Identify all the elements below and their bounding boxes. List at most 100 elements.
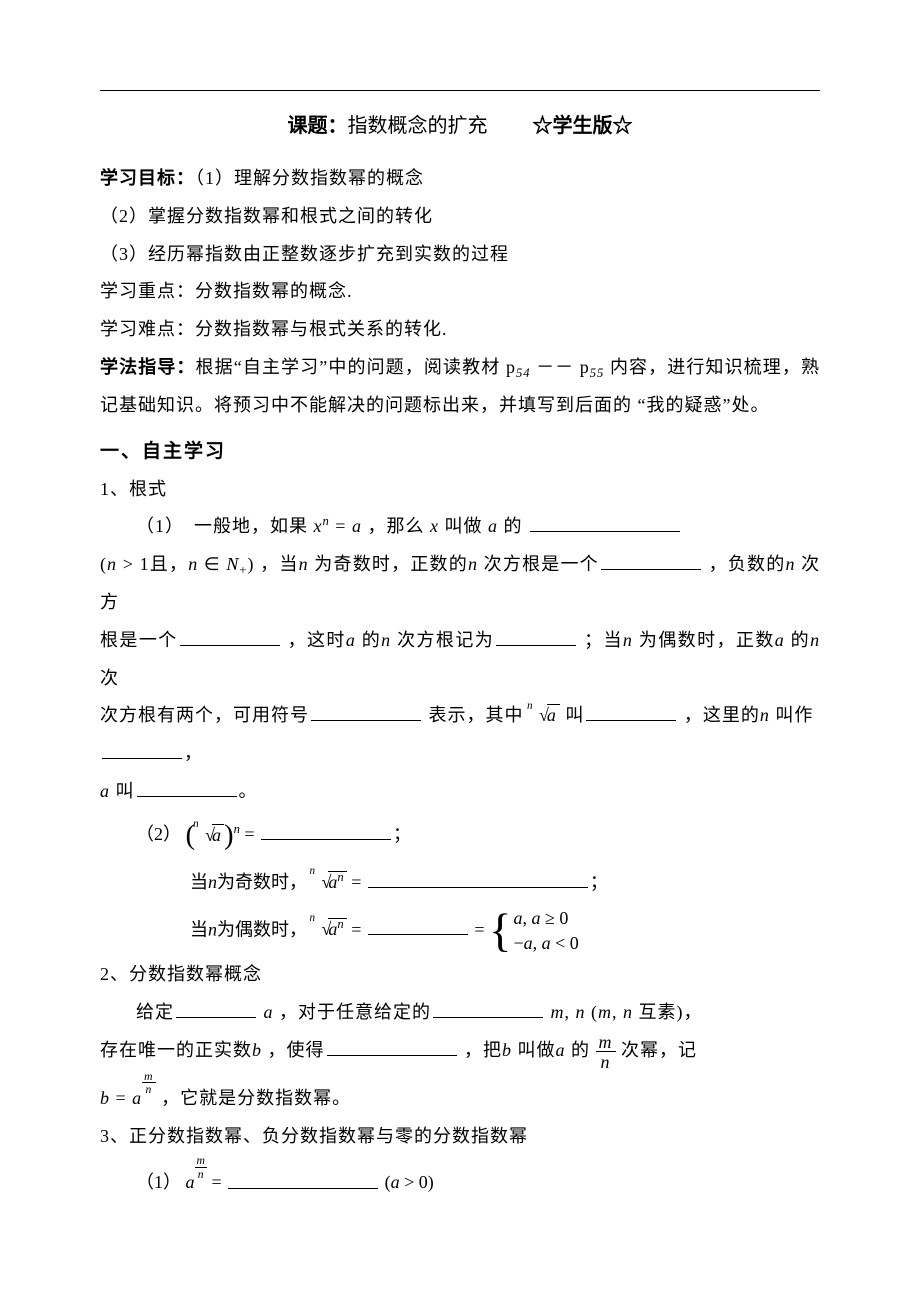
- item1-p1: （1） 一般地，如果 xn = a ，那么 x 叫做 a 的: [100, 508, 820, 546]
- item2-title: 分数指数幂概念: [129, 964, 262, 984]
- title-label: 课题：: [288, 115, 348, 137]
- i2p2b: ，使得: [268, 1040, 325, 1060]
- item2-p1: 给定 a ，对于任意给定的 m, n (m, n 互素)，: [100, 994, 820, 1032]
- i2p2e: 的: [571, 1040, 590, 1060]
- eq-even2: =: [474, 919, 489, 939]
- blank-6[interactable]: [586, 702, 676, 721]
- item3-title: 正分数指数幂、负分数指数幂与零的分数指数幂: [129, 1126, 528, 1146]
- cond-nN: n ∈ N+: [188, 554, 247, 574]
- var-a5: a: [264, 1002, 274, 1022]
- var-n3: n: [785, 554, 795, 574]
- odd_pre: 当: [190, 872, 208, 892]
- var-n8: n: [208, 872, 217, 892]
- blank-7[interactable]: [102, 740, 182, 759]
- nth-root-a-n-even: n√an: [312, 906, 347, 953]
- even_pre: 当: [190, 919, 208, 939]
- i2p2a: 存在唯一的正实数: [100, 1040, 252, 1060]
- mn-coprime: m, n (m, n: [551, 1002, 639, 1022]
- section1-heading: 一、自主学习: [100, 433, 820, 471]
- page: 课题：指数概念的扩充 ☆学生版☆ 学习目标：（1）理解分数指数幂的概念 （2）掌…: [0, 0, 920, 1302]
- item2-p2: 存在唯一的正实数b ，使得 ，把b 叫做a 的 mn 次幂，记: [100, 1032, 820, 1071]
- blank-1[interactable]: [530, 513, 680, 532]
- eq-even: =: [351, 919, 366, 939]
- blank-8[interactable]: [137, 778, 237, 797]
- eq2pre: （2）: [136, 824, 181, 844]
- method-part1: 根据“自主学习”中的问题，阅读教材: [196, 357, 501, 377]
- item1-num: 1、: [100, 479, 129, 499]
- difficulty-text: 分数指数幂与根式关系的转化.: [195, 319, 448, 339]
- var-b2: b: [502, 1040, 512, 1060]
- item1-p1a: （1） 一般地，如果: [136, 516, 308, 536]
- item1-p1d: 的: [503, 516, 522, 536]
- eq-xn-eq-a: xn = a: [314, 516, 362, 536]
- blank-2[interactable]: [601, 551, 701, 570]
- method-pages: p54 －－ p55: [506, 357, 604, 377]
- top-rule: [100, 90, 820, 91]
- var-n4: n: [381, 630, 391, 650]
- i2p2c: ，把: [464, 1040, 502, 1060]
- item1-even: 当n为偶数时， n√an = = { a, a ≥ 0 −a, a < 0: [100, 906, 820, 956]
- frac-m-over-n: mn: [596, 1033, 616, 1071]
- var-a2: a: [346, 630, 356, 650]
- item1-p2-line3: 次方根有两个，可用符号 表示，其中 n√a 叫 ，这里的n 叫作，: [100, 697, 820, 773]
- blank-15[interactable]: [228, 1170, 378, 1189]
- keypoint-text: 分数指数幂的概念.: [195, 281, 353, 301]
- keypoint-label: 学习重点：: [100, 281, 195, 301]
- var-a6: a: [556, 1040, 566, 1060]
- title-version: ☆学生版☆: [533, 115, 633, 137]
- root-label: 叫: [565, 705, 584, 725]
- var-a3: a: [775, 630, 785, 650]
- var-n2: n: [468, 554, 478, 574]
- difficulty: 学习难点：分数指数幂与根式关系的转化.: [100, 311, 820, 349]
- title-text: 指数概念的扩充: [348, 115, 488, 137]
- blank-9[interactable]: [261, 821, 391, 840]
- case-bot: −a, a < 0: [513, 931, 578, 956]
- title-row: 课题：指数概念的扩充 ☆学生版☆: [100, 109, 820, 138]
- p2o: ，这里的: [684, 705, 760, 725]
- blank-12[interactable]: [176, 999, 256, 1018]
- blank-3[interactable]: [180, 627, 280, 646]
- p2p: 叫作: [775, 705, 813, 725]
- p2c: 为奇数时，正数的: [314, 554, 468, 574]
- var-n6: n: [810, 630, 820, 650]
- paren-open: (: [100, 554, 107, 574]
- var-n1: n: [299, 554, 309, 574]
- i2p2d: 叫做: [518, 1040, 556, 1060]
- difficulty-label: 学习难点：: [100, 319, 195, 339]
- item3-p1: （1） amn = (a > 0): [100, 1155, 820, 1206]
- i2p3b: ，它就是分数指数幂。: [161, 1088, 351, 1108]
- paren-close: ): [247, 554, 254, 574]
- odd_mid: 为奇数时，: [217, 872, 307, 892]
- blank-11[interactable]: [368, 916, 468, 935]
- i3eq: =: [211, 1173, 226, 1193]
- var-a4: a: [100, 781, 110, 801]
- item1-head: 1、根式: [100, 471, 820, 509]
- item1-p2-line2: 根是一个 ，这时a 的n 次方根记为 ；当n 为偶数时，正数a 的n 次: [100, 622, 820, 698]
- item1-p2: (n > 1且，n ∈ N+) ，当n 为奇数时，正数的n 次方根是一个 ，负数…: [100, 546, 820, 622]
- item3-head: 3、正分数指数幂、负分数指数幂与零的分数指数幂: [100, 1118, 820, 1156]
- b-eq-a-mn: b = a: [100, 1088, 142, 1108]
- blank-4[interactable]: [496, 627, 576, 646]
- blank-5[interactable]: [311, 702, 421, 721]
- var-n5: n: [623, 630, 633, 650]
- keypoint: 学习重点：分数指数幂的概念.: [100, 273, 820, 311]
- var-n7: n: [760, 705, 770, 725]
- blank-14[interactable]: [327, 1037, 457, 1056]
- i2p1a: 给定: [136, 1002, 174, 1022]
- p2l2: 次: [100, 668, 119, 688]
- eq-odd: =: [351, 872, 366, 892]
- blank-13[interactable]: [433, 999, 543, 1018]
- var-a: a: [488, 516, 498, 536]
- p2e: ，负数的: [709, 554, 786, 574]
- i3p1a: （1）: [136, 1173, 181, 1193]
- item2-p3: b = amn ，它就是分数指数幂。: [100, 1071, 820, 1118]
- even_mid: 为偶数时，: [217, 919, 307, 939]
- p2i: 次方根记为: [397, 630, 494, 650]
- blank-10[interactable]: [368, 869, 588, 888]
- p2s: 。: [239, 781, 258, 801]
- semi1: ；: [393, 824, 411, 844]
- objective-1: （1）理解分数指数幂的概念: [195, 168, 424, 188]
- method-label: 学法指导：: [100, 357, 196, 377]
- p2b: ，当: [260, 554, 298, 574]
- p2r: 叫: [116, 781, 135, 801]
